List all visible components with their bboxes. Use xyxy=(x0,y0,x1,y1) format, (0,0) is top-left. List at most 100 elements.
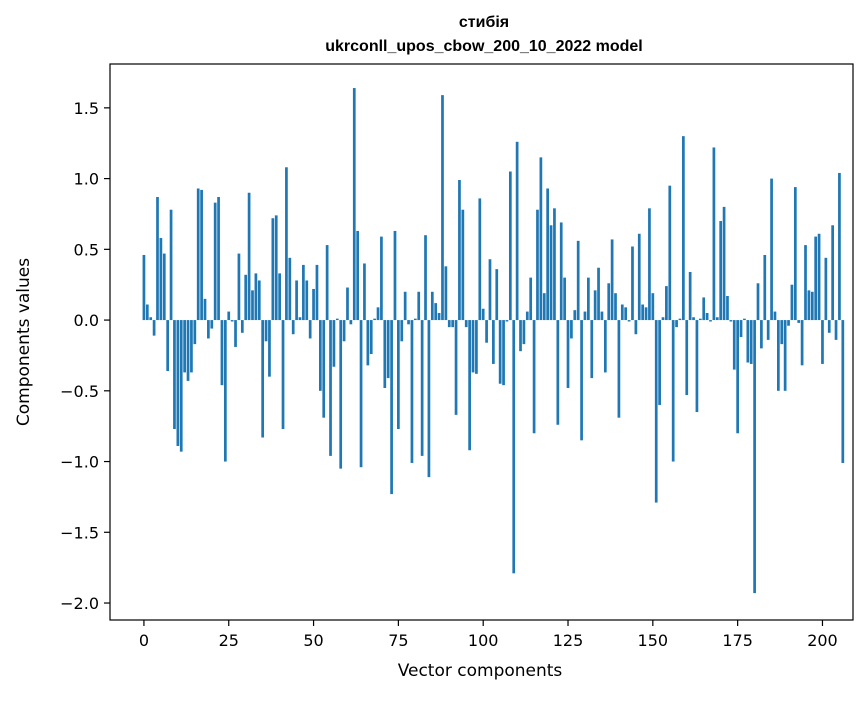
bar-185 xyxy=(770,178,773,321)
y-tick-label: 0.5 xyxy=(74,240,99,259)
bar-153 xyxy=(661,317,665,321)
bars xyxy=(142,88,845,594)
bar-42 xyxy=(285,167,288,321)
bar-202 xyxy=(827,320,831,333)
bar-183 xyxy=(763,254,767,321)
bar-102 xyxy=(488,259,492,321)
bar-169 xyxy=(715,317,719,321)
bar-55 xyxy=(329,320,332,456)
bar-175 xyxy=(736,320,739,434)
bar-145 xyxy=(634,320,638,335)
bar-46 xyxy=(298,317,302,321)
bar-40 xyxy=(278,273,281,321)
bar-200 xyxy=(821,320,824,364)
bar-62 xyxy=(352,88,356,321)
bar-10 xyxy=(176,320,180,446)
bar-31 xyxy=(247,192,251,321)
bar-7 xyxy=(166,320,170,371)
bar-108 xyxy=(508,171,512,321)
y-tick-label: −1.0 xyxy=(60,453,99,472)
bar-173 xyxy=(729,320,733,322)
bar-2 xyxy=(149,317,153,321)
x-tick-label: 50 xyxy=(303,631,323,650)
bar-201 xyxy=(824,257,828,321)
bar-70 xyxy=(380,236,383,321)
bar-147 xyxy=(641,304,645,321)
bar-144 xyxy=(631,246,634,321)
bar-60 xyxy=(346,287,349,321)
bar-30 xyxy=(244,274,248,321)
bar-139 xyxy=(614,293,617,321)
bar-136 xyxy=(603,320,607,373)
bar-50 xyxy=(312,288,315,321)
bar-143 xyxy=(627,320,631,322)
bar-189 xyxy=(783,320,787,391)
y-axis-ticks: −2.0 −1.5 −1.0 −0.5 0.0 0.5 1.0 1.5 xyxy=(60,99,110,613)
bar-92 xyxy=(454,320,458,415)
bar-132 xyxy=(590,320,594,379)
bar-124 xyxy=(563,277,566,321)
y-tick-label: 0.0 xyxy=(74,311,99,330)
x-tick-label: 0 xyxy=(139,631,149,650)
bar-192 xyxy=(793,187,797,321)
y-tick-label: 1.5 xyxy=(74,99,99,118)
bar-37 xyxy=(268,320,271,377)
bar-161 xyxy=(688,271,692,321)
bar-103 xyxy=(492,320,495,364)
bar-21 xyxy=(213,202,217,321)
bar-104 xyxy=(495,269,499,321)
bar-174 xyxy=(732,320,736,370)
bar-105 xyxy=(498,320,502,384)
bar-166 xyxy=(705,313,709,321)
bar-101 xyxy=(485,320,488,343)
bar-177 xyxy=(743,318,746,321)
bar-59 xyxy=(342,320,346,342)
bar-39 xyxy=(274,215,278,321)
bar-107 xyxy=(505,320,509,322)
bar-170 xyxy=(719,221,723,321)
bar-171 xyxy=(722,206,726,321)
bar-58 xyxy=(339,320,343,469)
bar-164 xyxy=(698,318,702,321)
bar-184 xyxy=(766,320,770,340)
bar-128 xyxy=(576,240,580,321)
bar-11 xyxy=(179,320,183,452)
bar-146 xyxy=(637,233,641,321)
bar-133 xyxy=(593,290,597,321)
bar-150 xyxy=(651,293,655,321)
bar-67 xyxy=(369,320,373,355)
x-tick-label: 150 xyxy=(638,631,669,650)
bar-110 xyxy=(515,141,519,321)
bar-61 xyxy=(349,320,353,325)
bar-56 xyxy=(332,320,336,367)
bar-89 xyxy=(444,266,448,321)
bar-25 xyxy=(227,311,231,321)
bar-149 xyxy=(648,208,651,321)
bar-43 xyxy=(288,257,292,321)
bar-17 xyxy=(200,189,203,321)
bar-26 xyxy=(230,320,234,322)
bar-81 xyxy=(417,291,421,321)
bar-71 xyxy=(383,320,387,388)
bar-23 xyxy=(220,320,224,386)
x-tick-label: 25 xyxy=(219,631,239,650)
bar-138 xyxy=(610,239,614,321)
bar-49 xyxy=(308,320,312,339)
bar-98 xyxy=(475,320,478,374)
bar-84 xyxy=(427,320,431,478)
bar-140 xyxy=(617,320,621,418)
bar-152 xyxy=(658,320,661,405)
x-axis-ticks: 0 25 50 75 100 125 150 175 200 xyxy=(139,620,838,650)
bar-65 xyxy=(363,263,366,321)
bar-155 xyxy=(668,185,672,321)
bar-119 xyxy=(546,188,550,321)
bar-5 xyxy=(159,238,163,321)
bar-45 xyxy=(295,280,298,321)
bar-63 xyxy=(356,230,360,321)
bar-22 xyxy=(217,196,220,321)
bar-141 xyxy=(620,304,624,321)
bar-14 xyxy=(190,320,193,373)
bar-197 xyxy=(810,291,814,321)
bar-15 xyxy=(193,320,197,345)
bar-193 xyxy=(797,320,801,323)
